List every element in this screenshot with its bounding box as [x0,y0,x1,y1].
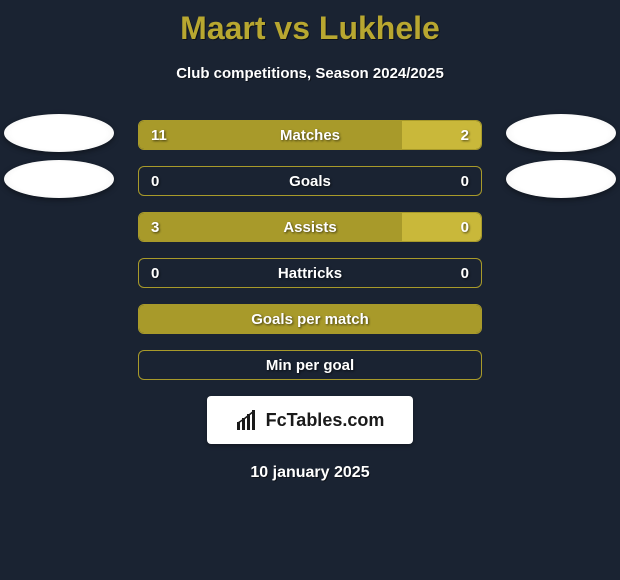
bar-label: Matches [280,127,340,144]
stat-bar-goals: Goals 0 0 [138,166,482,196]
bar-value-left: 0 [151,265,159,282]
bar-value-right: 2 [461,127,469,144]
bar-value-right: 0 [461,219,469,236]
bar-value-left: 0 [151,173,159,190]
page-title: Maart vs Lukhele [0,0,620,47]
player-right-avatar-1 [506,114,616,152]
brand-icon [236,410,260,430]
brand-badge: FcTables.com [207,396,413,444]
bar-value-right: 0 [461,265,469,282]
stat-bar-min-per-goal: Min per goal [138,350,482,380]
stat-bar-hattricks: Hattricks 0 0 [138,258,482,288]
bar-fill-right [402,213,481,241]
bar-label: Goals [289,173,331,190]
bar-label: Assists [283,219,336,236]
bar-fill-right [402,121,481,149]
stat-bar-assists: Assists 3 0 [138,212,482,242]
bar-label: Hattricks [278,265,342,282]
bar-value-right: 0 [461,173,469,190]
comparison-bars: Matches112Goals00Assists30Hattricks00Goa… [0,120,620,380]
player-left-avatar-2 [4,160,114,198]
bar-value-left: 11 [151,127,167,144]
subtitle: Club competitions, Season 2024/2025 [0,65,620,82]
bar-label: Goals per match [251,311,369,328]
bar-value-left: 3 [151,219,159,236]
stat-bar-goals-per-match: Goals per match [138,304,482,334]
player-right-avatar-2 [506,160,616,198]
stat-bar-matches: Matches 11 2 [138,120,482,150]
bar-fill-left [139,213,402,241]
bar-fill-left [139,121,402,149]
bar-label: Min per goal [266,357,354,374]
date-label: 10 january 2025 [0,464,620,482]
brand-label: FcTables.com [266,410,385,431]
player-left-avatar-1 [4,114,114,152]
